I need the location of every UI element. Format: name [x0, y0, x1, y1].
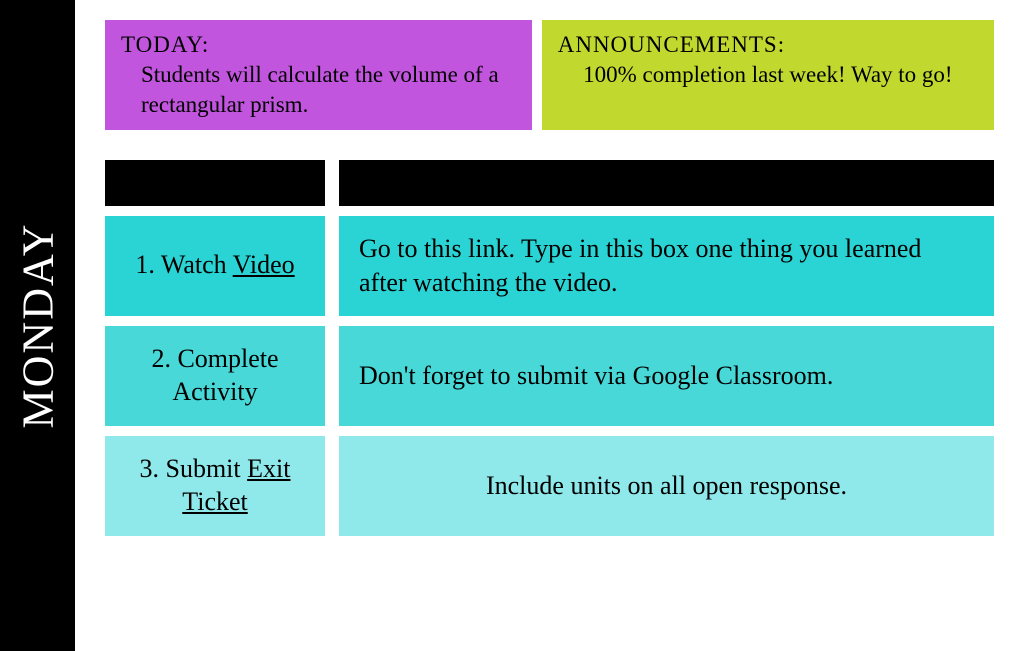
task-instruction: Include units on all open response.: [486, 469, 847, 503]
table-header-right: [339, 160, 994, 206]
task-label-cell: 3. Submit Exit Ticket: [105, 436, 325, 536]
today-box: TODAY: Students will calculate the volum…: [105, 20, 532, 130]
today-heading: TODAY:: [121, 30, 516, 60]
task-row: 3. Submit Exit Ticket Include units on al…: [105, 436, 994, 536]
task-label: 1. Watch Video: [135, 249, 294, 282]
table-header-row: [105, 160, 994, 206]
task-label: 3. Submit Exit Ticket: [111, 453, 319, 518]
task-number: 1.: [135, 250, 161, 279]
task-instruction-cell: Go to this link. Type in this box one th…: [339, 216, 994, 316]
day-sidebar: MONDAY: [0, 0, 75, 651]
page: MONDAY TODAY: Students will calculate th…: [0, 0, 1024, 651]
header-row: TODAY: Students will calculate the volum…: [105, 20, 994, 130]
task-instruction-cell: Don't forget to submit via Google Classr…: [339, 326, 994, 426]
task-label-cell: 2. Complete Activity: [105, 326, 325, 426]
task-instruction: Don't forget to submit via Google Classr…: [359, 359, 833, 393]
tasks-container: 1. Watch Video Go to this link. Type in t…: [105, 216, 994, 546]
task-row: 1. Watch Video Go to this link. Type in t…: [105, 216, 994, 316]
task-label-pre: Watch: [161, 250, 233, 279]
task-number: 3.: [140, 454, 166, 483]
task-instruction: Go to this link. Type in this box one th…: [359, 232, 974, 300]
task-row: 2. Complete Activity Don't forget to subm…: [105, 326, 994, 426]
task-label-cell: 1. Watch Video: [105, 216, 325, 316]
announcements-heading: ANNOUNCEMENTS:: [558, 30, 978, 60]
task-link[interactable]: Video: [233, 250, 295, 279]
announcements-box: ANNOUNCEMENTS: 100% completion last week…: [542, 20, 994, 130]
content-area: TODAY: Students will calculate the volum…: [75, 0, 1024, 651]
task-instruction-cell: Include units on all open response.: [339, 436, 994, 536]
announcements-body: 100% completion last week! Way to go!: [558, 60, 978, 90]
task-label-pre: Complete Activity: [172, 344, 278, 406]
day-label: MONDAY: [12, 223, 63, 429]
task-label-pre: Submit: [166, 454, 248, 483]
task-label: 2. Complete Activity: [111, 343, 319, 408]
today-body: Students will calculate the volume of a …: [121, 60, 516, 120]
task-number: 2.: [151, 344, 177, 373]
table-header-left: [105, 160, 325, 206]
